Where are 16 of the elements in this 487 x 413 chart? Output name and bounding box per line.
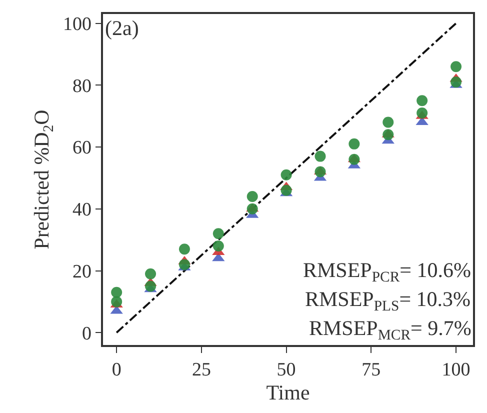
y-tick-label: 80 <box>72 76 92 97</box>
y-tick-label: 60 <box>72 138 92 159</box>
y-tick-label: 0 <box>82 323 92 344</box>
x-tick-label: 100 <box>442 360 470 381</box>
annotation: RMSEP$_{MCR}$= 9.7% <box>309 316 472 344</box>
y-tick-label: 100 <box>62 14 92 35</box>
x-tick-label: 25 <box>192 360 211 381</box>
annotation: (2a) <box>105 16 139 40</box>
x-axis-title: Time <box>266 380 310 405</box>
y-tick-label: 20 <box>72 261 92 282</box>
annotation: RMSEP$_{PCR}$= 10.6% <box>303 258 471 286</box>
x-tick-label: 0 <box>112 360 122 381</box>
y-tick-label: 40 <box>72 200 92 221</box>
x-tick-label: 50 <box>276 360 296 381</box>
x-tick-label: 75 <box>362 360 381 381</box>
annotation: RMSEP$_{PLS}$= 10.3% <box>305 287 471 314</box>
